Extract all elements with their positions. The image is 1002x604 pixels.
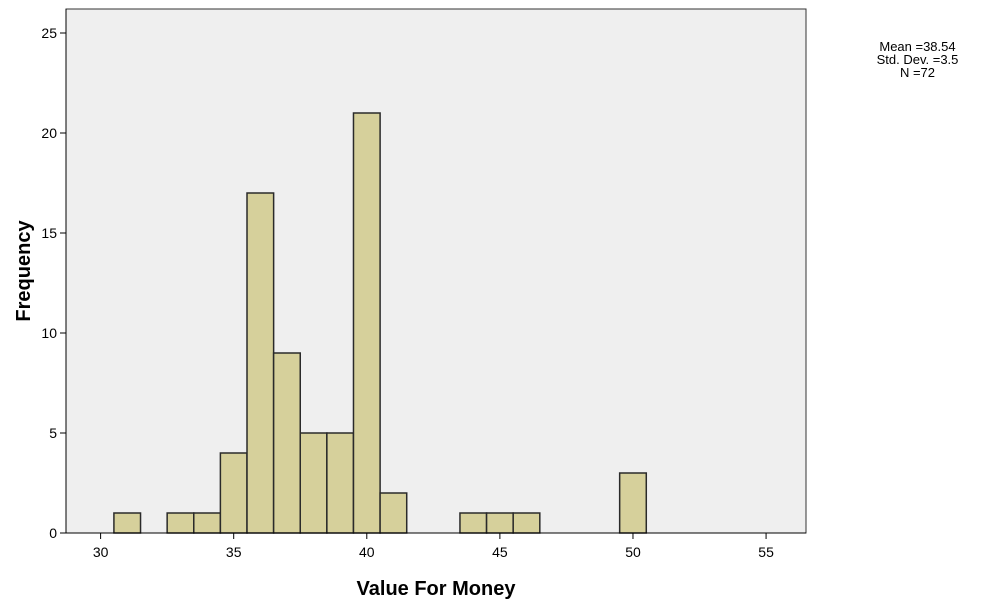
y-tick-label: 10 xyxy=(41,325,57,341)
x-tick-label: 55 xyxy=(758,544,774,560)
x-tick-label: 40 xyxy=(359,544,375,560)
stats-box: Mean =38.54 Std. Dev. =3.5 N =72 xyxy=(850,40,985,79)
histogram-bar xyxy=(193,512,222,534)
stats-n: N =72 xyxy=(899,65,936,80)
x-tick-label: 30 xyxy=(93,544,109,560)
x-axis-title: Value For Money xyxy=(357,578,517,600)
y-tick-label: 25 xyxy=(41,25,57,41)
stats-mean: Mean =38.54 xyxy=(879,39,956,54)
x-ticks-group: 30 35 40 45 50 55 xyxy=(93,533,774,560)
histogram-bar xyxy=(485,512,514,534)
histogram-bar xyxy=(272,352,301,534)
histogram-bar xyxy=(618,472,648,534)
histogram-bar xyxy=(352,112,381,534)
histogram-bar xyxy=(219,452,248,534)
histogram-bar xyxy=(166,512,195,534)
bars-group xyxy=(113,112,648,534)
y-axis-title: Frequency xyxy=(13,220,35,322)
x-tick-label: 45 xyxy=(492,544,508,560)
y-ticks-group: 0 5 10 15 20 25 xyxy=(41,25,66,541)
histogram-bar xyxy=(246,192,275,534)
y-tick-label: 5 xyxy=(49,425,57,441)
histogram-bar xyxy=(459,512,488,534)
x-tick-label: 35 xyxy=(226,544,242,560)
y-tick-label: 0 xyxy=(49,525,57,541)
y-tick-label: 20 xyxy=(41,125,57,141)
y-tick-label: 15 xyxy=(41,225,57,241)
plot-area xyxy=(65,8,807,534)
histogram-bar xyxy=(299,432,328,534)
histogram-bar xyxy=(512,512,541,534)
histogram-bar xyxy=(113,512,142,534)
histogram-bar xyxy=(379,492,408,534)
histogram-bar xyxy=(326,432,355,534)
x-tick-label: 50 xyxy=(625,544,641,560)
stats-std-dev: Std. Dev. =3.5 xyxy=(876,52,959,67)
